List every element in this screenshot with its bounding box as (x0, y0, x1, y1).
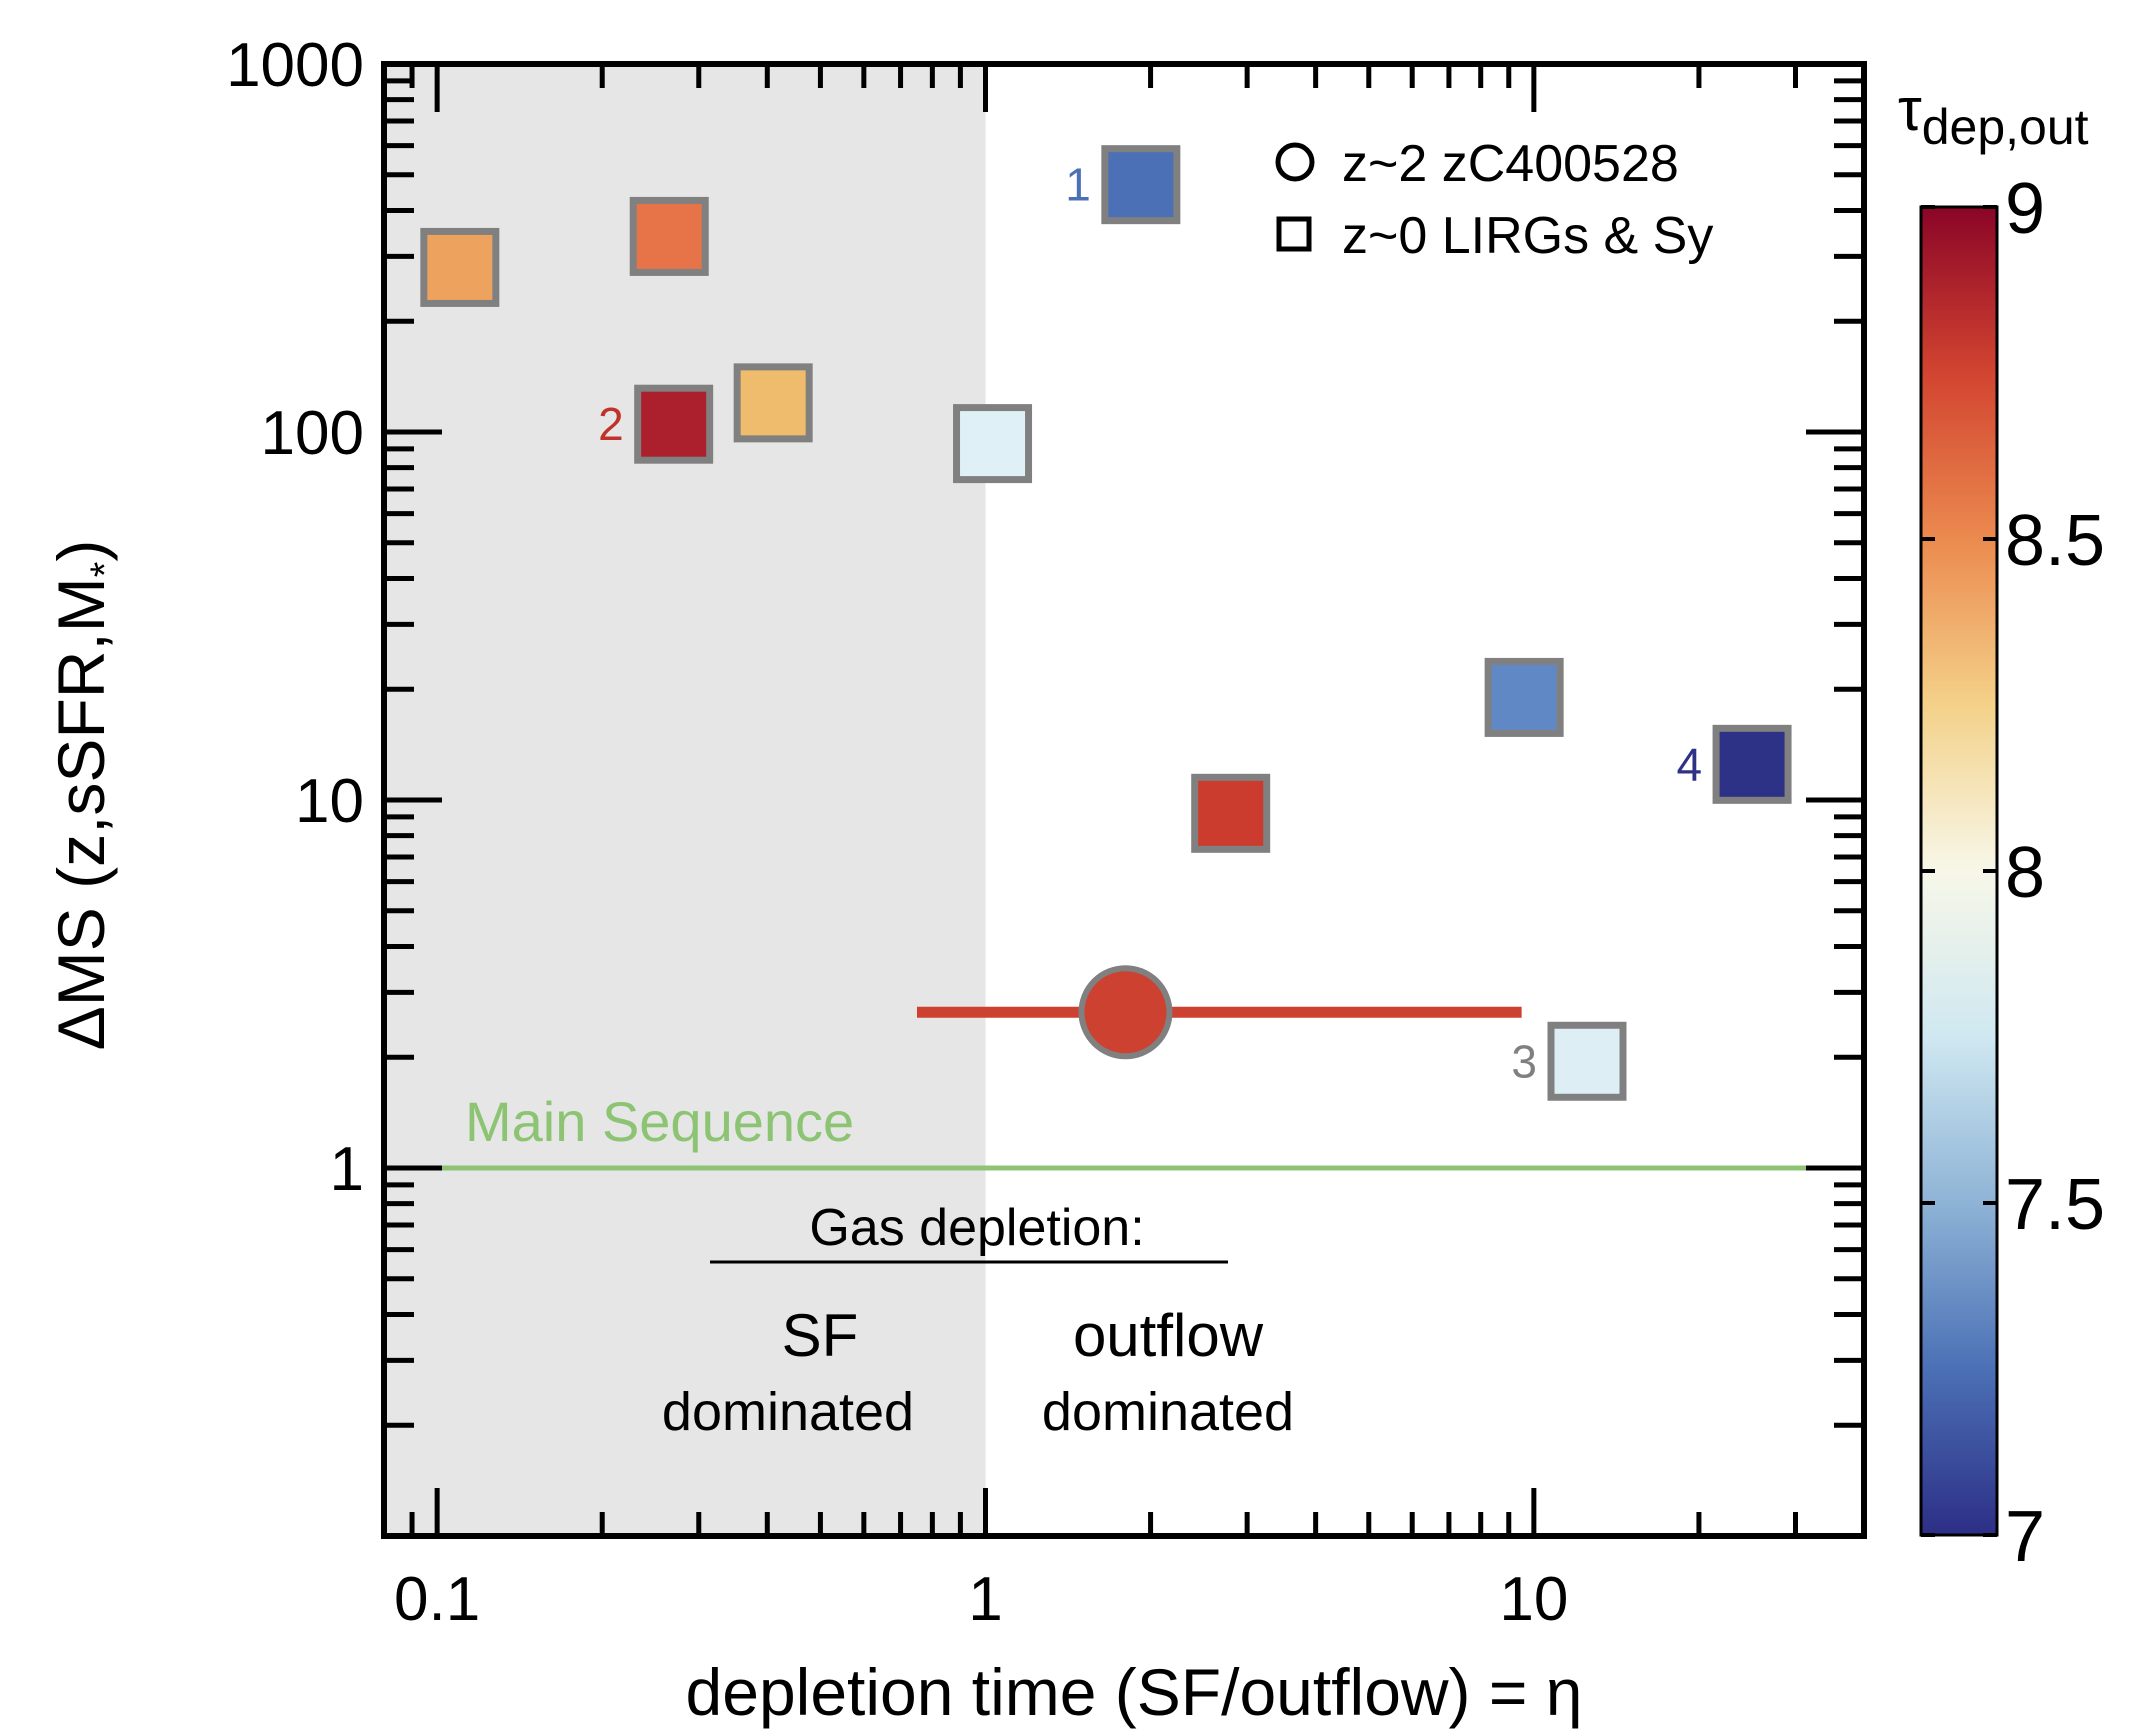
square-marker (420, 227, 500, 307)
point-label: 2 (598, 398, 624, 450)
y-tick-label: 1 (330, 1135, 364, 1204)
colorbar-tick-label: 7.5 (2005, 1165, 2105, 1245)
colorbar-tick-label: 8.5 (2005, 501, 2105, 581)
colorbar-ticks: 7 7.5 8 8.5 9 (1921, 169, 2105, 1577)
square-marker (733, 363, 813, 443)
square-marker (1191, 773, 1271, 853)
data-points (420, 145, 1792, 1101)
square-marker (1484, 657, 1564, 737)
sf-dominated-label: dominated (662, 1382, 914, 1442)
main-sequence-label: Main Sequence (465, 1090, 854, 1153)
gas-depletion-header: Gas depletion: (809, 1199, 1144, 1257)
square-marker (629, 196, 709, 276)
x-tick-label: 0.1 (394, 1565, 480, 1634)
square-marker (953, 404, 1033, 484)
y-tick-labels: 1 10 100 1000 (226, 31, 364, 1204)
legend: z~2 zC400528 z~0 LIRGs & Sy (1275, 135, 1713, 265)
x-tick-label: 1 (968, 1565, 1002, 1634)
colorbar-title: τdep,out (1898, 76, 2089, 155)
y-axis-title: ΔMS (z,sSFR,M*) (44, 540, 127, 1051)
square-marker (1712, 724, 1792, 804)
legend-circle-marker (1275, 142, 1315, 182)
point-annotations: 2 1 4 3 (598, 159, 1702, 1088)
legend-label-square: z~0 LIRGs & Sy (1342, 207, 1713, 265)
y-tick-label: 1000 (226, 31, 364, 100)
y-tick-label: 10 (295, 767, 364, 836)
colorbar: τdep,out 7 7.5 8 8.5 9 (1898, 76, 2105, 1577)
frame-rect (381, 61, 1867, 1539)
square-marker (634, 384, 714, 464)
legend-label-circle: z~2 zC400528 (1342, 135, 1679, 193)
x-axis-title: depletion time (SF/outflow) = η (686, 1655, 1583, 1729)
plot-frame (381, 61, 1867, 1539)
shaded-rect (384, 64, 986, 1536)
point-label: 1 (1065, 159, 1091, 211)
legend-square-marker (1276, 216, 1312, 252)
point-label: 4 (1676, 738, 1702, 790)
sf-dominated-region (384, 64, 986, 1536)
x-tick-labels: 0.1 1 10 (394, 1565, 1568, 1634)
axis-ticks (381, 61, 1867, 1539)
circle-marker (1078, 965, 1173, 1060)
colorbar-tick-label: 9 (2005, 169, 2045, 249)
colorbar-tick-label: 8 (2005, 833, 2045, 913)
colorbar-tick-label: 7 (2005, 1497, 2045, 1577)
point-label: 3 (1511, 1035, 1537, 1087)
y-tick-label: 100 (261, 399, 364, 468)
x-tick-label: 10 (1499, 1565, 1568, 1634)
sf-label: SF (782, 1302, 859, 1369)
square-marker (1547, 1021, 1627, 1101)
outflow-label: outflow (1073, 1302, 1264, 1369)
square-marker (1101, 145, 1181, 225)
outflow-dominated-label: dominated (1042, 1382, 1294, 1442)
